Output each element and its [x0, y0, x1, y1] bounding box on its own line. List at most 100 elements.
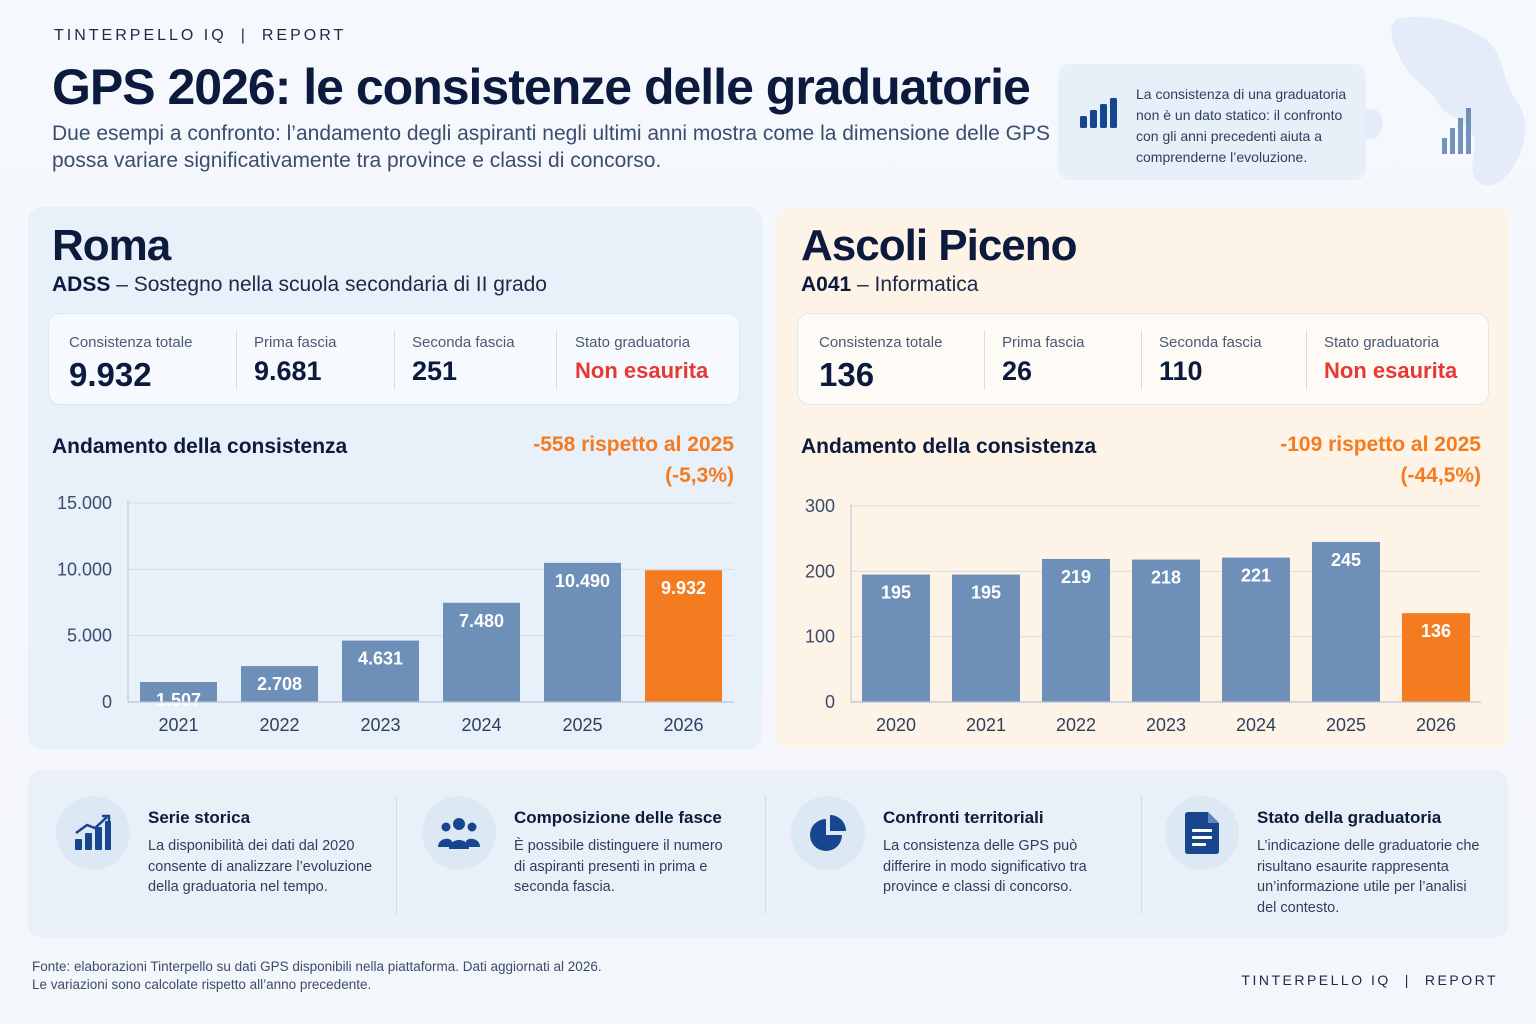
feature-icon-circle [422, 796, 496, 870]
x-tick-label: 2023 [1146, 715, 1186, 735]
delta-label: -109 rispetto al 2025 (-44,5%) [1280, 429, 1481, 491]
info-box: La consistenza di una graduatoria non è … [1058, 64, 1366, 180]
feature-divider [1141, 796, 1142, 914]
stat-label: Consistenza totale [69, 334, 193, 351]
bar-value-label: 219 [1061, 567, 1091, 587]
class-label: A041 – Informatica [801, 273, 978, 297]
bar [1132, 559, 1200, 702]
class-name: – Informatica [851, 273, 979, 296]
bar-value-label: 136 [1421, 621, 1451, 641]
y-tick-label: 15.000 [57, 493, 112, 513]
delta-absolute: -109 rispetto al 2025 [1280, 433, 1481, 456]
bar [1042, 558, 1110, 702]
y-tick-label: 0 [825, 692, 835, 712]
brand-section: REPORT [1424, 972, 1498, 988]
stat-label: Seconda fascia [412, 334, 515, 351]
document-icon [1185, 812, 1219, 854]
stat-divider [984, 330, 985, 390]
stat-divider [1306, 330, 1307, 390]
x-tick-label: 2025 [562, 715, 602, 735]
feature-text: È possibile distinguere il numero di asp… [514, 838, 723, 895]
stat-label: Prima fascia [1002, 334, 1085, 351]
page-title: GPS 2026: le consistenze delle graduator… [52, 59, 1031, 115]
status-badge: Non esaurita [575, 358, 709, 383]
features-panel: Serie storica La disponibilità dei dati … [28, 770, 1508, 938]
source-note: Fonte: elaborazioni Tinterpello su dati … [32, 958, 602, 994]
stat-label: Prima fascia [254, 334, 337, 351]
x-tick-label: 2020 [876, 715, 916, 735]
class-name: – Sostegno nella scuola secondaria di II… [110, 273, 547, 296]
x-tick-label: 2021 [158, 715, 198, 735]
y-tick-label: 10.000 [57, 559, 112, 579]
stat-value: 136 [819, 356, 875, 393]
city-name: Ascoli Piceno [801, 221, 1078, 270]
x-tick-label: 2022 [259, 715, 299, 735]
bar [241, 666, 318, 702]
roma-bar-chart: 0 5.000 10.000 15.000 1.507 2021 2.708 2022 4.63… [57, 493, 734, 735]
feature-title: Confronti territoriali [883, 808, 1044, 827]
delta-label: -558 rispetto al 2025 (-5,3%) [533, 429, 734, 491]
stat-label: Stato graduatoria [575, 334, 691, 351]
brand-section: REPORT [261, 27, 347, 44]
ascoli-bar-chart: 0 100 200 300 195 2020 195 2021 219 2022 218 2023 22… [805, 496, 1481, 735]
brand-name: TINTERPELLO IQ [1241, 972, 1391, 988]
class-code: A041 [801, 273, 852, 296]
bar [645, 570, 722, 702]
trend-title: Andamento della consistenza [52, 435, 348, 458]
class-code: ADSS [52, 273, 111, 296]
feature-divider [396, 796, 397, 914]
feature-text: L’indicazione delle graduatorie che risu… [1257, 838, 1480, 916]
bar-value-label: 221 [1241, 566, 1271, 586]
bar [544, 562, 621, 702]
source-line: Le variazioni sono calcolate rispetto al… [32, 977, 372, 992]
x-tick-label: 2026 [663, 715, 703, 735]
brand-footer: TINTERPELLO IQ | REPORT [1241, 972, 1498, 988]
bar [342, 640, 419, 702]
people-icon [438, 818, 480, 849]
brand-divider: | [240, 27, 248, 44]
info-box-text: La consistenza di una graduatoria non è … [1136, 86, 1347, 165]
stat-label: Seconda fascia [1159, 334, 1262, 351]
bar-value-label: 245 [1331, 550, 1361, 570]
x-tick-label: 2022 [1056, 715, 1096, 735]
y-tick-label: 5.000 [67, 626, 112, 646]
bar-chart-icon [1442, 108, 1471, 154]
bar-value-label: 195 [971, 583, 1001, 603]
bar-value-label: 195 [881, 583, 911, 603]
bar-value-label: 9.932 [661, 578, 706, 598]
x-tick-label: 2026 [1416, 715, 1456, 735]
bar [862, 574, 930, 702]
bar-chart-icon [1080, 98, 1117, 128]
delta-percent: (-5,3%) [665, 464, 734, 487]
bar [1312, 541, 1380, 702]
stat-divider [394, 330, 395, 390]
bar-value-label: 218 [1151, 568, 1181, 588]
stats-card: Consistenza totale 9.932 Prima fascia 9.… [48, 313, 740, 405]
feature-divider [765, 796, 766, 914]
roma-panel: Roma ADSS – Sostegno nella scuola second… [28, 207, 762, 749]
delta-percent: (-44,5%) [1400, 464, 1481, 487]
bar [140, 682, 217, 702]
stat-value: 26 [1002, 356, 1033, 386]
feature-icon-circle [56, 796, 130, 870]
ascoli-panel: Ascoli Piceno A041 – Informatica Consist… [777, 207, 1509, 749]
feature-title: Composizione delle fasce [514, 808, 722, 827]
bar-value-label: 4.631 [358, 649, 403, 669]
x-tick-label: 2023 [360, 715, 400, 735]
bar [1222, 557, 1290, 702]
stat-divider [236, 330, 237, 390]
trend-title: Andamento della consistenza [801, 435, 1097, 458]
stat-label: Stato graduatoria [1324, 334, 1440, 351]
source-line: Fonte: elaborazioni Tinterpello su dati … [32, 959, 602, 974]
stat-label: Consistenza totale [819, 334, 943, 351]
y-tick-label: 300 [805, 496, 835, 516]
x-tick-label: 2021 [966, 715, 1006, 735]
x-tick-label: 2025 [1326, 715, 1366, 735]
bar-value-label: 1.507 [156, 690, 201, 710]
bar [952, 574, 1020, 702]
bar [1402, 613, 1470, 702]
page-subtitle: Due esempi a confronto: l’andamento degl… [52, 122, 1051, 172]
stat-value: 9.932 [69, 356, 152, 393]
stat-value: 251 [412, 356, 458, 386]
feature-title: Stato della graduatoria [1257, 808, 1442, 827]
